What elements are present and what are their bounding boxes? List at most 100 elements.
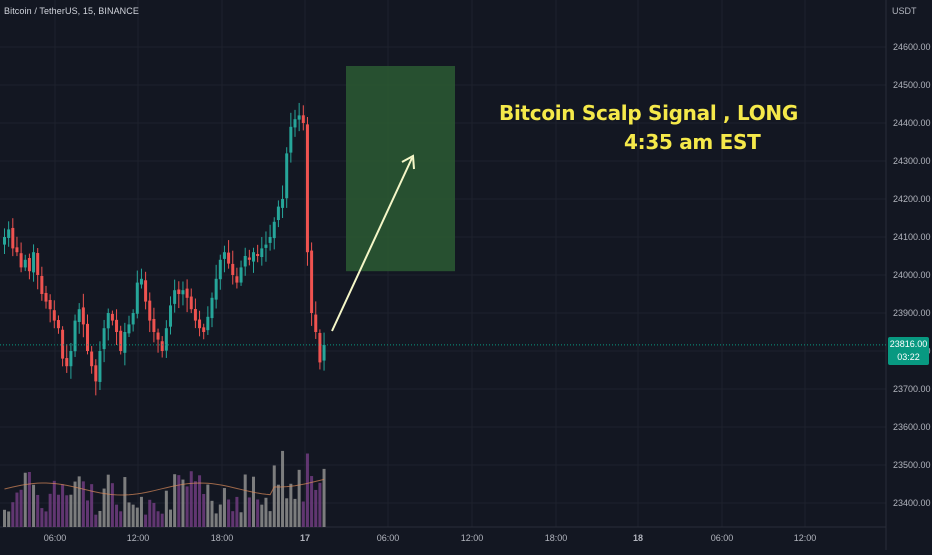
volume-moving-average [4, 478, 325, 496]
volume-bar [127, 502, 131, 527]
candle-body [115, 319, 119, 332]
candle-body [48, 299, 52, 310]
volume-bar [81, 481, 85, 527]
candle-body [90, 351, 94, 367]
volume-bar [322, 468, 326, 527]
candle-body [139, 278, 143, 285]
x-tick-label: 06:00 [711, 533, 734, 543]
candle-body [123, 332, 127, 353]
candle-body [61, 329, 65, 359]
volume-bar [40, 508, 44, 527]
candle-body [69, 351, 73, 367]
x-tick-label: 17 [300, 533, 310, 543]
volume-bar [73, 481, 77, 527]
volume-bar [264, 497, 268, 527]
volume-bar [189, 471, 193, 527]
candle-body [318, 332, 322, 363]
candle-body [289, 126, 293, 153]
candle-body [181, 290, 185, 295]
candle-body [301, 115, 305, 123]
candle-body [285, 153, 289, 199]
candle-body [227, 252, 231, 264]
volume-bar [260, 504, 264, 527]
candle-body [177, 289, 181, 294]
volume-bar [19, 489, 23, 527]
volume-bar [52, 480, 56, 527]
candle-body [293, 119, 297, 128]
volume-bar [305, 453, 309, 527]
candle-body [231, 263, 235, 275]
candle-body [148, 300, 152, 321]
candle-body [94, 365, 98, 382]
volume-bar [148, 499, 152, 527]
volume-bar [61, 484, 65, 527]
candle-body [15, 247, 19, 253]
volume-bar [156, 511, 160, 527]
volume-bar [106, 474, 110, 527]
candle-body [243, 256, 247, 267]
volume-bar [285, 498, 289, 527]
candle-body [65, 358, 69, 367]
volume-bar [276, 484, 280, 527]
x-tick-label: 06:00 [377, 533, 400, 543]
candle-body [256, 253, 260, 256]
volume-bar [243, 474, 247, 527]
y-tick-label: 24500.00 [893, 80, 931, 90]
candle-body [52, 310, 56, 321]
volume-bar [152, 502, 156, 527]
candle-body [127, 324, 131, 334]
volume-bar [272, 465, 276, 527]
volume-bar [193, 481, 197, 527]
y-tick-label: 23700.00 [893, 384, 931, 394]
x-tick-label: 06:00 [44, 533, 67, 543]
volume-bar [318, 482, 322, 527]
candle-body [131, 313, 135, 325]
volume-bar [131, 504, 135, 527]
volume-bar [256, 499, 260, 527]
candle-body [7, 229, 11, 238]
volume-bar [206, 484, 210, 527]
candle-body [247, 257, 251, 260]
signal-arrow-line [331, 157, 413, 332]
volume-bar [90, 484, 94, 527]
volume-bar [310, 476, 314, 527]
volume-bar [314, 489, 318, 527]
candle-body [77, 309, 81, 322]
volume-bar [23, 472, 27, 527]
volume-bar [27, 471, 31, 527]
volume-bar [222, 488, 226, 527]
candle-body [19, 253, 23, 268]
candle-body [276, 206, 280, 221]
candle-body [189, 296, 193, 310]
y-tick-label: 23400.00 [893, 498, 931, 508]
candle-body [169, 305, 172, 327]
y-tick-label: 23500.00 [893, 460, 931, 470]
volume-bar [36, 494, 40, 527]
candle-body [44, 292, 48, 302]
volume-bar [102, 488, 106, 527]
last-price-tag: 23816.00 03:22 [888, 337, 929, 365]
candle-body [322, 344, 326, 361]
candle-body [81, 307, 85, 325]
candle-body [310, 250, 314, 313]
symbol-title: Bitcoin / TetherUS, 15, BINANCE [4, 6, 139, 16]
volume-bar [139, 496, 143, 527]
volume-bar [135, 507, 139, 527]
volume-bar [235, 496, 239, 527]
volume-bar [181, 479, 185, 527]
volume-bar [7, 511, 11, 527]
candle-body [314, 314, 318, 332]
volume-bar [202, 493, 206, 527]
volume-bar [252, 476, 255, 527]
candle-body [36, 253, 40, 275]
volume-bar [177, 475, 181, 527]
candle-body [260, 248, 264, 258]
volume-bar [173, 474, 177, 527]
volume-bar [86, 500, 89, 527]
x-tick-label: 18:00 [545, 533, 568, 543]
candle-body [11, 227, 15, 249]
volume-bar [123, 477, 127, 527]
volume-bar [210, 500, 214, 527]
